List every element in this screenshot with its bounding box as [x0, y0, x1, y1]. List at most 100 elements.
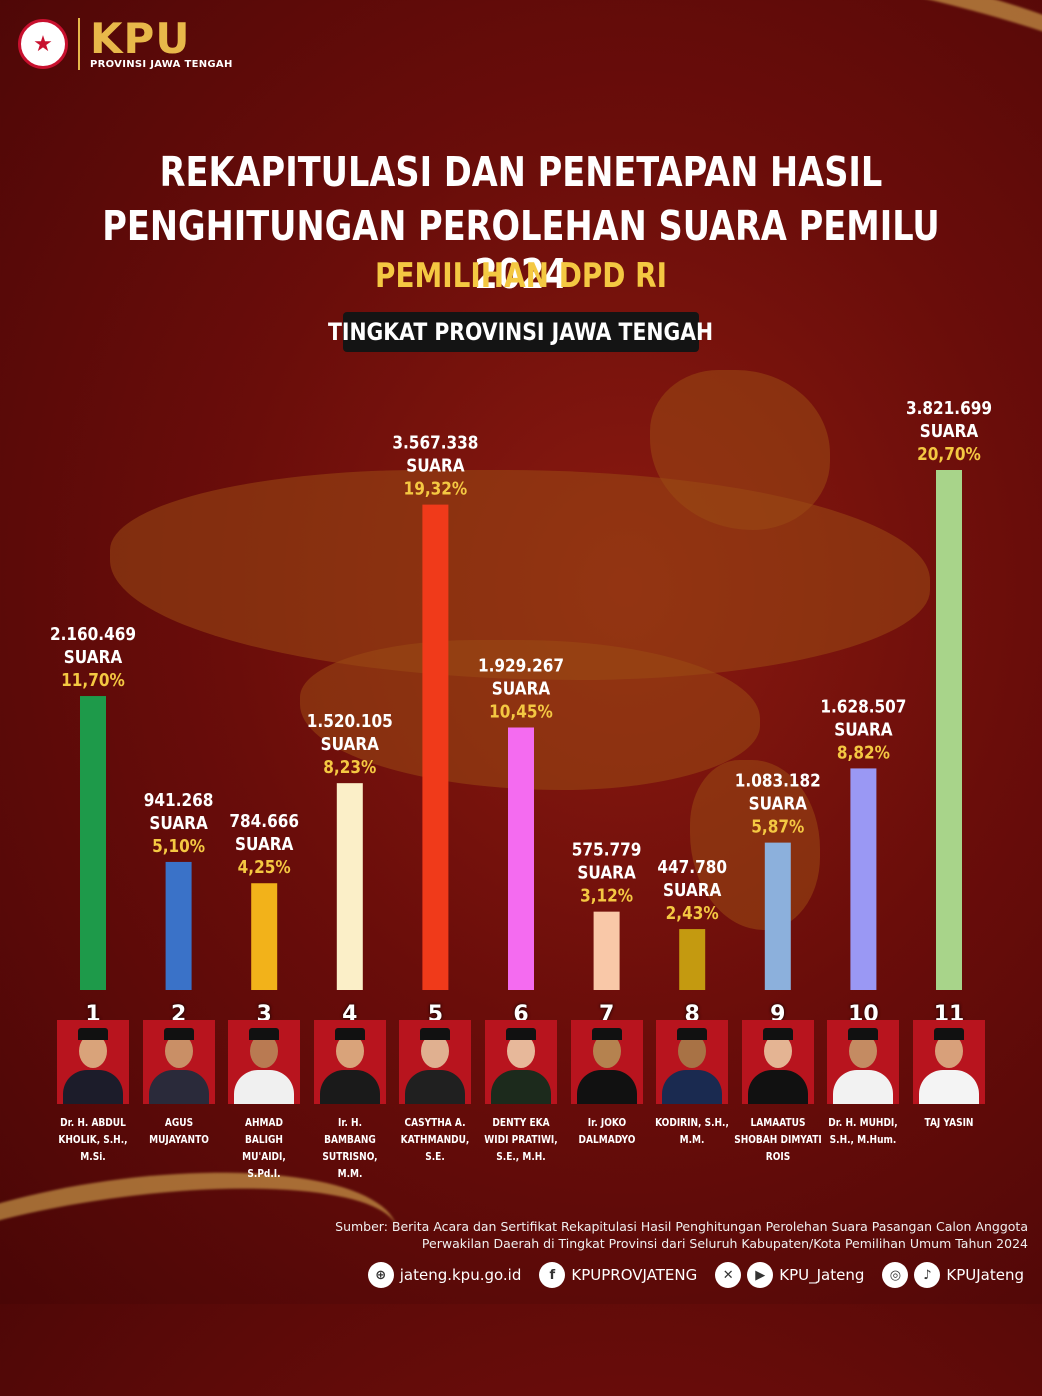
candidate-10: 10 Dr. H. MUHDI, S.H., M.Hum.: [824, 1002, 902, 1148]
candidate-photo: [656, 1020, 729, 1104]
candidate-photo: [313, 1020, 386, 1104]
logo-kpu-text: KPU: [90, 13, 191, 63]
candidate-name: AHMAD BALIGH MU'AIDI, S.Pd.I.: [219, 1114, 309, 1182]
candidate-name-line: SUTRISNO,: [322, 1150, 378, 1163]
level-tag: TINGKAT PROVINSI JAWA TENGAH: [328, 312, 714, 352]
candidate-name-line: Dr. H. MUHDI,: [828, 1116, 899, 1129]
value-label-10: 1.628.507: [820, 695, 906, 717]
candidate-name-line: BAMBANG: [323, 1133, 376, 1146]
candidate-name-line: AGUS: [164, 1116, 193, 1129]
value-label-9: 1.083.182: [735, 769, 821, 791]
value-label-4: 1.520.105: [307, 710, 393, 732]
bar-11: [936, 470, 962, 990]
candidate-name-line: M.M.: [679, 1133, 705, 1146]
bar-5: [422, 504, 449, 990]
map-shape: [690, 760, 820, 930]
bar-4: [336, 783, 363, 990]
candidate-name-line: DALMADYO: [578, 1133, 636, 1146]
youtube-icon[interactable]: ▶: [747, 1262, 774, 1288]
value-label-2: 941.268: [144, 789, 214, 811]
source-line2: Perwakilan Daerah di Tingkat Provinsi da…: [421, 1236, 1028, 1251]
bar-2: [165, 861, 192, 990]
page-title-line2: PENGHITUNGAN PEROLEHAN SUARA PEMILU 2024: [102, 202, 940, 298]
candidate-name: Dr. H. MUHDI, S.H., M.Hum.: [818, 1114, 908, 1148]
candidate-name: Ir. H. BAMBANG SUTRISNO, M.M.: [305, 1114, 395, 1182]
candidate-photo: [913, 1020, 985, 1104]
candidate-7: 7 Ir. JOKO DALMADYO: [568, 1002, 646, 1148]
suara-label-1: SUARA: [64, 646, 122, 668]
candidate-photo: [142, 1020, 215, 1104]
candidate-photo: [57, 1020, 129, 1104]
candidate-name: LAMAATUS SHOBAH DIMYATI ROIS: [733, 1114, 823, 1165]
candidate-name-line: S.E.: [425, 1150, 446, 1163]
candidate-6: 6 DENTY EKA WIDI PRATIWI, S.E., M.H.: [482, 1002, 560, 1165]
candidate-4: 4 Ir. H. BAMBANG SUTRISNO, M.M.: [311, 1002, 389, 1182]
source-note: Sumber: Berita Acara dan Sertifikat Reka…: [258, 1218, 1028, 1252]
suara-label-4: SUARA: [321, 733, 379, 755]
facebook-link[interactable]: KPUPROVJATENG: [571, 1266, 698, 1284]
candidate-8: 8 KODIRIN, S.H., M.M.: [653, 1002, 731, 1148]
tiktok-icon[interactable]: ♪: [914, 1262, 941, 1288]
suara-label-5: SUARA: [406, 454, 464, 476]
percent-label-1: 11,70%: [61, 669, 125, 691]
logo-divider: [78, 18, 80, 70]
candidate-name: KODIRIN, S.H., M.M.: [647, 1114, 737, 1148]
percent-label-3: 4,25%: [238, 856, 291, 878]
suara-label-7: SUARA: [577, 861, 635, 883]
candidate-11: 11 TAJ YASIN: [910, 1002, 988, 1131]
candidate-5: 5 CASYTHA A. KATHMANDU, S.E.: [396, 1002, 474, 1165]
instagram-icon[interactable]: ◎: [882, 1262, 909, 1288]
percent-label-11: 20,70%: [917, 443, 981, 465]
candidate-2: 2 AGUS MUJAYANTO: [140, 1002, 218, 1148]
kpu-emblem-icon: ★: [18, 19, 68, 69]
candidate-name-line: M.M.: [337, 1167, 363, 1180]
candidate-name-line: LAMAATUS: [750, 1116, 806, 1129]
candidate-photo: [228, 1020, 301, 1104]
bar-8: [679, 929, 706, 990]
candidate-name-line: TAJ YASIN: [924, 1116, 974, 1129]
x-icon[interactable]: ✕: [715, 1262, 742, 1288]
source-line1: Sumber: Berita Acara dan Sertifikat Reka…: [335, 1219, 1028, 1234]
candidate-name-line: BALIGH: [245, 1133, 284, 1146]
candidate-name-line: S.E., M.H.: [496, 1150, 546, 1163]
candidate-photo: [570, 1020, 643, 1104]
percent-label-9: 5,87%: [751, 815, 804, 837]
candidate-name-line: KHOLIK, S.H.,: [58, 1133, 128, 1146]
candidate-photo: [827, 1020, 900, 1104]
candidate-name-line: WIDI PRATIWI,: [484, 1133, 558, 1146]
value-label-11: 3.821.699: [906, 397, 992, 419]
ig-tiktok-link[interactable]: KPUJateng: [946, 1266, 1024, 1284]
candidate-name-line: ROIS: [765, 1150, 791, 1163]
candidate-name-line: Ir. H.: [337, 1116, 362, 1129]
value-label-1: 2.160.469: [50, 623, 136, 645]
logo-province-text: PROVINSI JAWA TENGAH: [90, 58, 233, 70]
kpu-logo: ★ KPU PROVINSI JAWA TENGAH: [18, 13, 233, 70]
bar-3: [251, 883, 278, 990]
candidate-photo: [485, 1020, 557, 1104]
percent-label-8: 2,43%: [666, 902, 719, 924]
candidate-name-line: CASYTHA A.: [404, 1116, 466, 1129]
social-footer: ⊕ jateng.kpu.go.id f KPUPROVJATENG ✕ ▶ K…: [367, 1262, 1024, 1288]
globe-icon[interactable]: ⊕: [367, 1262, 394, 1288]
map-shape: [650, 370, 830, 530]
percent-label-7: 3,12%: [580, 884, 633, 906]
page-title-line1: REKAPITULASI DAN PENETAPAN HASIL: [159, 148, 883, 196]
value-label-6: 1.929.267: [478, 654, 564, 676]
candidate-9: 9 LAMAATUS SHOBAH DIMYATI ROIS: [734, 1002, 822, 1165]
candidate-name: Dr. H. ABDUL KHOLIK, S.H., M.Si.: [48, 1114, 138, 1165]
percent-label-5: 19,32%: [404, 477, 468, 499]
value-label-8: 447.780: [657, 856, 727, 878]
candidate-name: TAJ YASIN: [904, 1114, 994, 1131]
value-label-7: 575.779: [572, 838, 642, 860]
candidate-name: DENTY EKA WIDI PRATIWI, S.E., M.H.: [476, 1114, 566, 1165]
suara-label-10: SUARA: [834, 718, 892, 740]
candidate-name-line: MUJAYANTO: [148, 1133, 209, 1146]
website-link[interactable]: jateng.kpu.go.id: [399, 1266, 522, 1284]
bar-9: [764, 842, 791, 990]
candidate-name-line: Dr. H. ABDUL: [60, 1116, 126, 1129]
x-youtube-link[interactable]: KPU_Jateng: [779, 1266, 865, 1284]
candidate-name-line: Ir. JOKO: [587, 1116, 626, 1129]
candidate-name: CASYTHA A. KATHMANDU, S.E.: [390, 1114, 480, 1165]
facebook-icon[interactable]: f: [539, 1262, 566, 1288]
candidate-3: 3 AHMAD BALIGH MU'AIDI, S.Pd.I.: [225, 1002, 303, 1182]
